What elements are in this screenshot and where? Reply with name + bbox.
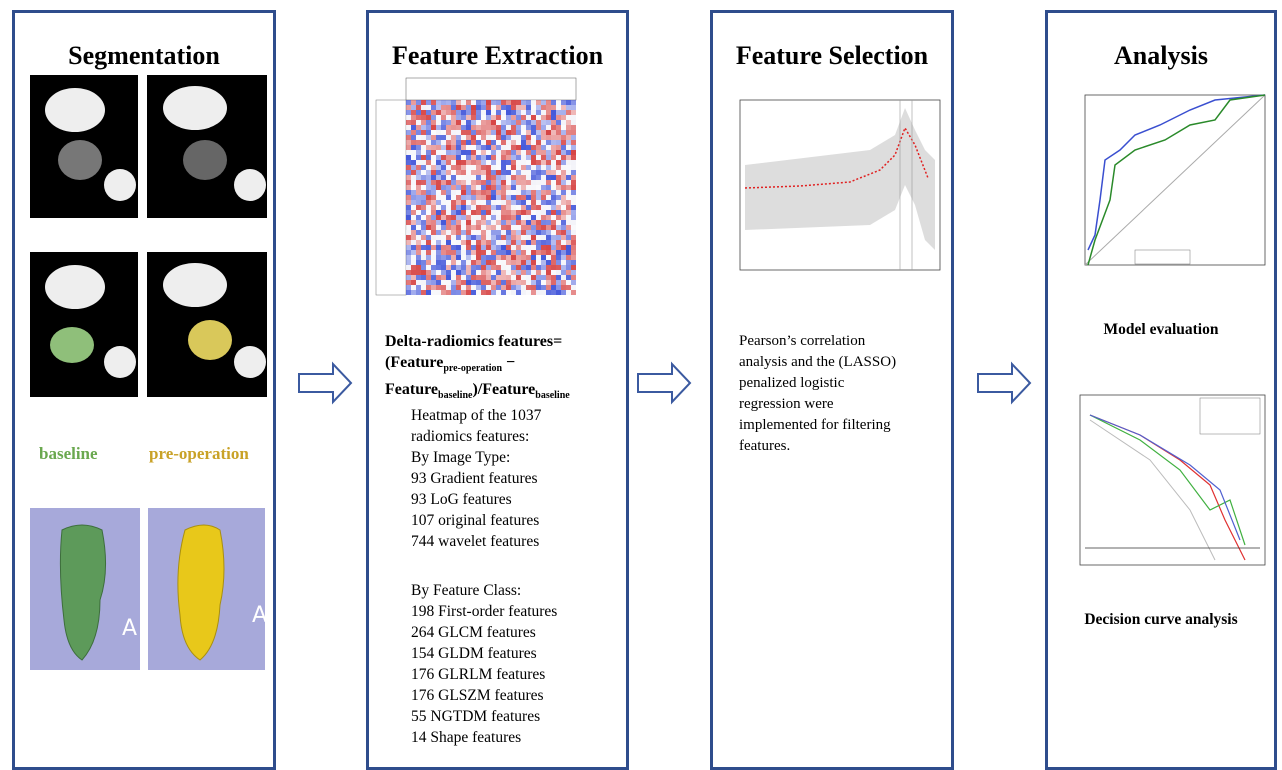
panel-title: Segmentation (15, 41, 273, 71)
panel-title: Feature Extraction (369, 41, 626, 71)
text-block: Pearson’s correlationanalysis and the (L… (739, 331, 896, 457)
text-line: implemented for filtering (739, 415, 896, 436)
text-line: 107 original features (411, 510, 541, 531)
text-line: 93 Gradient features (411, 468, 541, 489)
text-line: regression were (739, 394, 896, 415)
formula-text: Feature (385, 381, 438, 398)
formula-line: (Featurepre-operation − (385, 352, 570, 379)
formula: Delta-radiomics features= (Featurepre-op… (385, 331, 570, 406)
formula-text: − (502, 354, 515, 371)
text-line: Heatmap of the 1037 (411, 405, 541, 426)
text-line: 55 NGTDM features (411, 706, 557, 727)
arrow (299, 364, 351, 402)
caption: Decision curve analysis (1048, 609, 1274, 630)
formula-sub: baseline (438, 390, 472, 401)
text-line: 93 LoG features (411, 489, 541, 510)
label: baseline (39, 443, 98, 464)
text-line: features. (739, 436, 896, 457)
text-line: penalized logistic (739, 373, 896, 394)
text-line: 14 Shape features (411, 727, 557, 748)
text-line: analysis and the (LASSO) (739, 352, 896, 373)
text-line: 264 GLCM features (411, 622, 557, 643)
formula-line: Featurebaseline)/Featurebaseline (385, 379, 570, 406)
page: A A Segmentation baseline pre-operation … (0, 0, 1282, 748)
formula-text: )/Feature (472, 381, 535, 398)
text-line: By Image Type: (411, 447, 541, 468)
text-line: 198 First-order features (411, 601, 557, 622)
text-line: 154 GLDM features (411, 643, 557, 664)
text-block: By Feature Class:198 First-order feature… (411, 580, 557, 748)
panel-segmentation: Segmentation baseline pre-operation (12, 10, 276, 770)
caption: Model evaluation (1048, 319, 1274, 340)
formula-text: (Feature (385, 354, 443, 371)
label: pre-operation (149, 443, 249, 464)
formula-text: Delta-radiomics features= (385, 331, 570, 352)
text-line: radiomics features: (411, 426, 541, 447)
formula-sub: pre-operation (443, 363, 502, 374)
panel-analysis: Analysis Model evaluation Decision curve… (1045, 10, 1277, 770)
formula-sub: baseline (535, 390, 569, 401)
panel-feature-selection: Feature Selection Pearson’s correlationa… (710, 10, 954, 770)
text-block: Heatmap of the 1037radiomics features:By… (411, 405, 541, 552)
panel-feature-extraction: Feature Extraction Delta-radiomics featu… (366, 10, 629, 770)
arrow (638, 364, 690, 402)
text-line: 744 wavelet features (411, 531, 541, 552)
panel-title: Analysis (1048, 41, 1274, 71)
text-line: 176 GLRLM features (411, 664, 557, 685)
text-line: By Feature Class: (411, 580, 557, 601)
text-line: Pearson’s correlation (739, 331, 896, 352)
text-line: 176 GLSZM features (411, 685, 557, 706)
panel-title: Feature Selection (713, 41, 951, 71)
arrow (978, 364, 1030, 402)
